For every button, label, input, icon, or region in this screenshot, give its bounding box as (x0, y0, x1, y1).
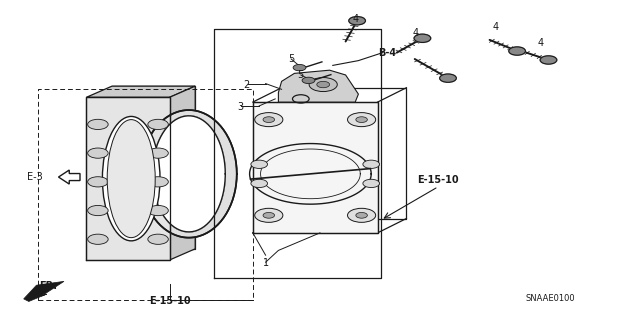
Polygon shape (112, 86, 195, 249)
Circle shape (540, 56, 557, 64)
Text: 1: 1 (262, 258, 269, 268)
Circle shape (348, 113, 376, 127)
Polygon shape (253, 102, 378, 233)
Circle shape (251, 160, 268, 168)
Circle shape (255, 113, 283, 127)
Text: 4: 4 (538, 38, 544, 48)
Circle shape (440, 74, 456, 82)
Circle shape (263, 212, 275, 218)
Polygon shape (58, 170, 80, 184)
Circle shape (414, 34, 431, 42)
Circle shape (348, 208, 376, 222)
Text: 4: 4 (413, 28, 419, 39)
Circle shape (148, 119, 168, 130)
Circle shape (363, 160, 380, 168)
Circle shape (251, 179, 268, 188)
Text: B-4: B-4 (378, 48, 396, 58)
Polygon shape (141, 110, 237, 238)
Circle shape (263, 117, 275, 122)
Circle shape (88, 119, 108, 130)
Circle shape (148, 148, 168, 158)
Ellipse shape (108, 120, 156, 238)
Polygon shape (278, 70, 358, 102)
Text: E-15-10: E-15-10 (148, 296, 191, 307)
Circle shape (88, 148, 108, 158)
Polygon shape (152, 116, 225, 232)
Text: E-3: E-3 (28, 172, 43, 182)
Text: 5: 5 (298, 70, 304, 80)
Text: 4: 4 (493, 22, 499, 32)
Polygon shape (86, 86, 195, 97)
Circle shape (302, 77, 315, 84)
Circle shape (363, 179, 380, 188)
Circle shape (509, 47, 525, 55)
Circle shape (148, 177, 168, 187)
Circle shape (88, 177, 108, 187)
Text: 3: 3 (237, 102, 243, 112)
Polygon shape (170, 86, 195, 260)
Text: 5: 5 (288, 54, 294, 64)
Circle shape (148, 234, 168, 244)
Text: FR.: FR. (39, 280, 57, 291)
Circle shape (317, 81, 330, 88)
Text: SNAAE0100: SNAAE0100 (525, 294, 575, 303)
Text: 2: 2 (243, 79, 250, 90)
Circle shape (88, 234, 108, 244)
Circle shape (349, 17, 365, 25)
Circle shape (148, 205, 168, 216)
Circle shape (255, 208, 283, 222)
Circle shape (356, 212, 367, 218)
Circle shape (88, 205, 108, 216)
Text: 4: 4 (352, 14, 358, 24)
Polygon shape (24, 281, 64, 301)
Polygon shape (86, 97, 170, 260)
Ellipse shape (102, 116, 160, 241)
Text: E-15-10: E-15-10 (417, 175, 460, 185)
Circle shape (309, 78, 337, 92)
Circle shape (356, 117, 367, 122)
Circle shape (293, 64, 306, 71)
